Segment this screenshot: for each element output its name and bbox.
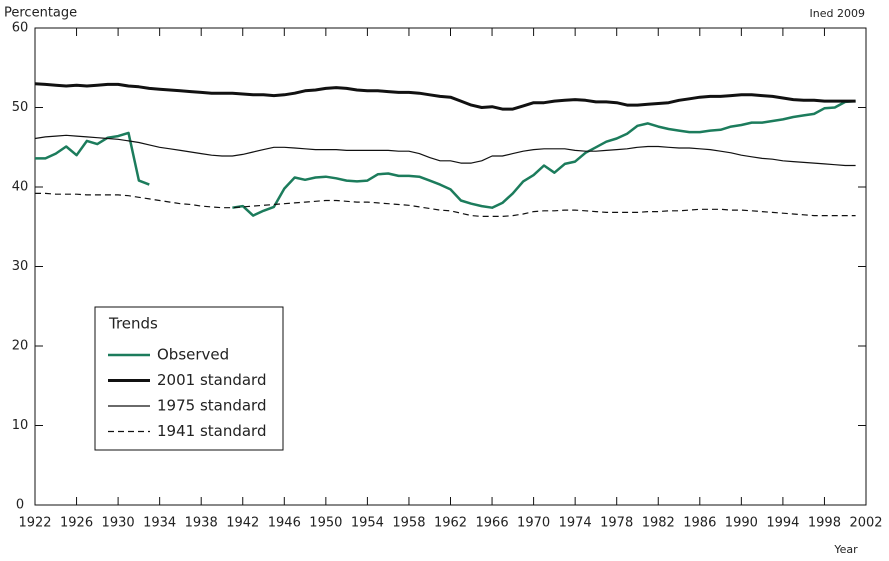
series-line	[34, 82, 856, 111]
x-tick-label: 1970	[517, 516, 550, 531]
x-tick-label: 1974	[559, 516, 592, 531]
x-tick-label: 1922	[18, 516, 51, 531]
x-tick-label: 1934	[143, 516, 176, 531]
x-tick-label: 1982	[642, 516, 675, 531]
x-tick-label: 1958	[392, 516, 425, 531]
y-tick-label: 30	[12, 259, 29, 274]
y-tick-label: 50	[12, 100, 29, 115]
x-tick-label: 1942	[226, 516, 259, 531]
x-tick-label: 1998	[808, 516, 841, 531]
legend-box	[94, 306, 284, 451]
y-tick-label: 20	[12, 339, 29, 354]
x-tick-label: 1946	[268, 516, 301, 531]
series-line	[35, 192, 856, 217]
series-line	[34, 134, 856, 167]
x-tick-label: 1966	[476, 516, 509, 531]
y-tick-label: 60	[12, 21, 29, 36]
x-tick-label: 1962	[434, 516, 467, 531]
x-tick-label: 1978	[600, 516, 633, 531]
y-axis-label: Percentage	[4, 6, 77, 21]
legend-label: 1941 standard	[157, 422, 266, 440]
x-tick-label: 1926	[60, 516, 93, 531]
y-tick-label: 0	[16, 498, 24, 513]
legend-label: Observed	[157, 346, 229, 364]
legend-label: 2001 standard	[157, 371, 266, 389]
x-tick-label: 1938	[185, 516, 218, 531]
y-tick-label: 40	[12, 180, 29, 195]
x-tick-label: 2002	[849, 516, 882, 531]
x-tick-label: 1990	[725, 516, 758, 531]
x-tick-label: 1930	[102, 516, 135, 531]
x-tick-label: 1994	[766, 516, 799, 531]
x-tick-label: 1954	[351, 516, 384, 531]
x-tick-label: 1986	[683, 516, 716, 531]
series-line	[232, 99, 856, 217]
source-note: Ined 2009	[810, 7, 865, 20]
y-tick-label: 10	[12, 418, 29, 433]
legend-title: Trends	[108, 315, 158, 333]
legend-label: 1975 standard	[157, 397, 266, 415]
x-tick-label: 1950	[309, 516, 342, 531]
series-line	[35, 131, 150, 186]
x-axis-label: Year	[833, 543, 858, 556]
